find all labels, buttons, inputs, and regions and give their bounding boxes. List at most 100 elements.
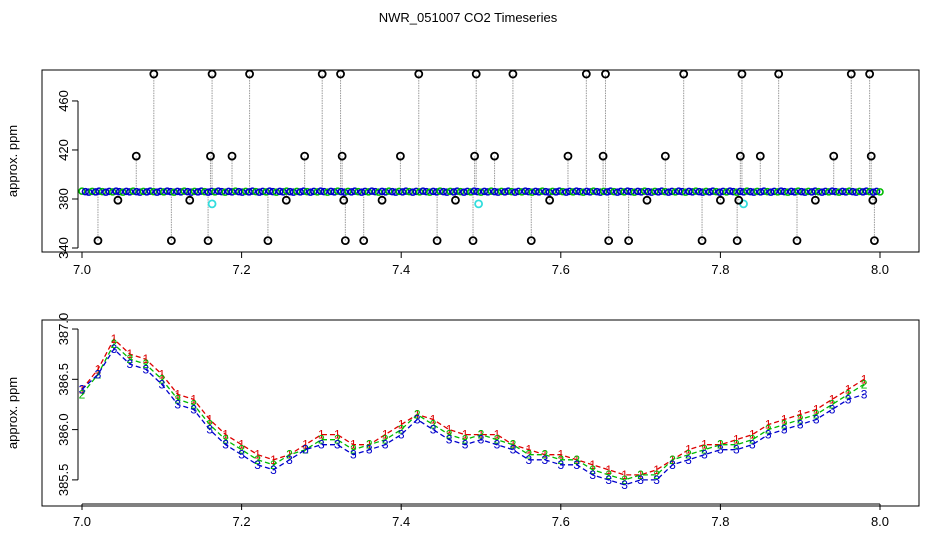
series-2-point: 2 [111, 337, 118, 351]
series-1-point: 1 [206, 413, 213, 427]
baseline-point [351, 187, 359, 195]
baseline-point [698, 188, 707, 196]
series-2-point: 2 [733, 438, 740, 452]
baseline-point [763, 187, 772, 196]
baseline-point [381, 188, 390, 196]
series-1-point: 1 [382, 428, 389, 442]
series-3-point: 3 [813, 413, 820, 427]
series-1-point: 1 [254, 448, 261, 462]
baseline-point [794, 187, 802, 195]
baseline-point [657, 187, 666, 195]
bot-y-tick-label: 385.5 [56, 464, 71, 497]
baseline-point [818, 188, 826, 196]
top-y-axis-label: approx. ppm [5, 125, 20, 197]
outlier-point [185, 195, 195, 205]
baseline-point [385, 187, 393, 195]
outlier-point [113, 195, 123, 205]
baseline-point [354, 187, 363, 196]
baseline-point [862, 187, 871, 195]
series-2-point: 2 [589, 463, 596, 477]
outlier-point [660, 151, 670, 161]
series-3-point: 3 [749, 438, 756, 452]
bottom-plot-frame [41, 319, 920, 507]
outlier-point [735, 151, 745, 161]
series-2-point: 2 [829, 397, 836, 411]
baseline-point [654, 188, 663, 196]
baseline-point [160, 188, 168, 196]
baseline-point [876, 188, 884, 196]
baseline-point [153, 188, 161, 196]
series-3-point: 3 [158, 377, 165, 391]
series-2-point: 2 [526, 448, 533, 462]
baseline-point [180, 187, 189, 195]
series-2-point: 2 [190, 397, 197, 411]
baseline-point [559, 187, 567, 196]
outlier-point [93, 236, 103, 246]
baseline-point [681, 188, 690, 196]
series-3-point: 3 [478, 433, 485, 447]
top-x-tick-label: 7.2 [233, 262, 251, 277]
outlier-point [432, 236, 442, 246]
series-2-point: 2 [286, 448, 293, 462]
series-3-point: 3 [845, 392, 852, 406]
series-2-point: 2 [781, 418, 788, 432]
baseline-point [470, 187, 478, 195]
baseline-point [692, 187, 700, 195]
outlier-point [737, 69, 747, 79]
series-2-point: 2 [95, 367, 102, 381]
series-2-point: 2 [414, 408, 421, 422]
baseline-point [855, 187, 864, 196]
series-2-point: 2 [685, 448, 692, 462]
baseline-point [224, 187, 233, 196]
outlier-point [471, 69, 481, 79]
bot-y-tick-label: 386.0 [56, 413, 71, 446]
baseline-point [139, 187, 148, 196]
baseline-point [361, 187, 369, 196]
series-3-point: 3 [653, 473, 660, 487]
series-1-point: 1 [781, 413, 788, 427]
baseline-point [569, 188, 577, 196]
baseline-point [221, 188, 230, 196]
series-2-point: 2 [334, 433, 341, 447]
series-2-point: 2 [813, 408, 820, 422]
baseline-point [238, 188, 247, 196]
baseline-point [105, 187, 114, 196]
baseline-point [378, 187, 386, 196]
baseline-point [269, 187, 277, 196]
series-1-point: 1 [701, 438, 708, 452]
series-2-point: 2 [637, 468, 644, 482]
baseline-point [842, 188, 850, 196]
baseline-point [685, 187, 693, 196]
baseline-point [405, 187, 414, 196]
baseline-point [333, 187, 342, 195]
series-1-point: 1 [190, 392, 197, 406]
series-1-point: 1 [350, 438, 357, 452]
bot-x-tick-label: 7.8 [711, 514, 729, 529]
baseline-point [323, 188, 332, 196]
baseline-point [204, 188, 212, 196]
top-axes: 7.0 7.2 7.4 7.6 7.8 8.0 340 380 420 460 [56, 90, 889, 277]
series-1-point: 1 [95, 362, 102, 376]
baseline-point [480, 187, 489, 196]
baseline-point [357, 188, 366, 196]
outlier-point [598, 151, 608, 161]
baseline-point [811, 187, 820, 195]
series-2-point: 2 [366, 438, 373, 452]
outlier-point [508, 69, 518, 79]
baseline-point [814, 187, 823, 196]
baseline-point [630, 188, 639, 196]
series-3-point: 3 [95, 367, 102, 381]
series-1-point: 1 [510, 438, 517, 452]
series-1-point: 1 [318, 428, 325, 442]
series-1-point: 1 [829, 392, 836, 406]
baseline-point [722, 188, 731, 196]
baseline-point [729, 187, 738, 196]
series-1-point: 1 [861, 372, 868, 386]
baseline-point [231, 187, 240, 195]
outlier-point [868, 195, 878, 205]
baseline-point [627, 187, 635, 196]
baseline-point [187, 188, 195, 196]
series-2-point: 2 [142, 357, 149, 371]
series-2-point: 2 [206, 418, 213, 432]
